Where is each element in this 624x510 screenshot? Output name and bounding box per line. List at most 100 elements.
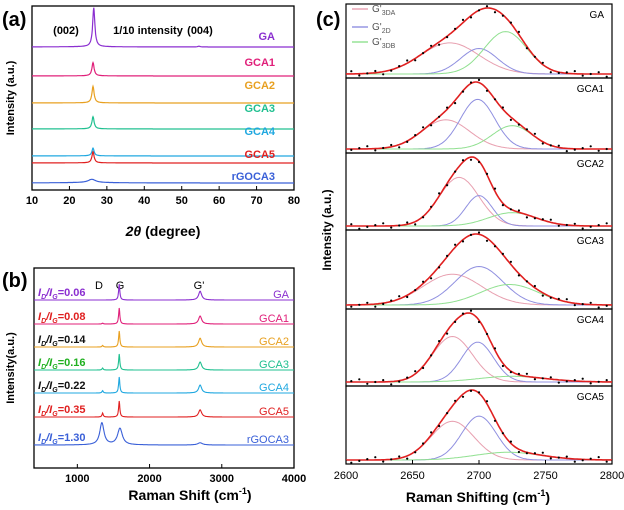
c-component-0: [346, 176, 612, 227]
a-curve-GCA2: [32, 84, 294, 104]
c-data-point: [493, 347, 497, 350]
c-subpanel-label: GCA1: [577, 84, 605, 95]
c-component-1: [346, 341, 612, 383]
c-component-1: [346, 98, 612, 150]
c-data-point: [398, 380, 401, 383]
c-data-point: [533, 55, 537, 58]
c-data-point: [461, 18, 465, 21]
c-data-point: [541, 294, 544, 297]
c-data-point: [477, 9, 481, 12]
c-data-point: [454, 27, 457, 30]
c-data-point: [382, 460, 385, 463]
c-data-point: [358, 303, 361, 306]
c-data-point: [390, 143, 393, 147]
c-subpanel-frame: [345, 77, 613, 154]
c-data-point: [461, 90, 465, 93]
c-data-point: [406, 59, 409, 62]
c-data-point: [525, 216, 529, 219]
c-data-point: [438, 43, 441, 46]
c-data-point: [422, 126, 425, 129]
c-data-point: [469, 233, 473, 236]
c-data-point: [517, 30, 521, 33]
c-data-point: [485, 5, 489, 8]
b-curve-rGOCA3: [33, 421, 294, 446]
b-id-ig-ratio: ID/IG=0.16: [38, 357, 86, 371]
c-data-point: [469, 389, 473, 392]
panel-a-xlabel-unit: (degree): [141, 223, 200, 239]
panel-b-xlabel: Raman Shift (cm-1): [128, 486, 251, 503]
c-data-point: [525, 128, 529, 131]
a-sample-label: GCA3: [244, 103, 275, 115]
c-legend-label: G'2D: [372, 22, 391, 35]
a-sample-label: GCA2: [244, 80, 275, 92]
c-data-point: [509, 208, 512, 211]
a-curve-GCA5: [32, 150, 294, 164]
c-data-point: [581, 303, 584, 306]
c-data-point: [398, 455, 401, 458]
panel-c-xlabel: Raman Shifting (cm-1): [406, 488, 550, 505]
c-data-point: [350, 461, 353, 464]
c-data-point: [374, 380, 377, 384]
c-data-point: [525, 47, 529, 50]
b-xtick-label: 4000: [282, 473, 306, 485]
c-data-point: [517, 450, 521, 454]
c-data-point: [541, 61, 544, 64]
panel-c-legend: G'3DA G'2D G'3DB: [352, 4, 396, 50]
c-data-point: [565, 223, 568, 227]
c-data-point: [597, 456, 600, 459]
c-data-point: [358, 74, 361, 77]
c-subpanel-label: GCA4: [577, 315, 605, 326]
c-data-point: [350, 70, 353, 73]
c-data-point: [573, 70, 576, 73]
c-data-point: [374, 149, 377, 152]
panel-b-ylabel: Intensity(a.u.): [5, 332, 17, 404]
c-data-point: [509, 440, 512, 443]
a-curve-GCA3: [32, 115, 294, 130]
c-data-point: [366, 225, 369, 228]
c-data-point: [557, 381, 560, 384]
a-xtick-label: 50: [176, 195, 188, 207]
c-data-point: [485, 400, 489, 403]
c-data-point: [446, 412, 449, 415]
c-data-point: [581, 227, 584, 230]
c-subpanel-label: GCA3: [577, 236, 605, 247]
c-data-point: [446, 254, 449, 257]
annotation-002: (002): [53, 25, 79, 37]
c-data-point: [366, 145, 369, 148]
c-data-point: [493, 187, 497, 190]
a-xtick-label: 70: [250, 195, 262, 207]
c-data-point: [549, 296, 552, 299]
c-data-point: [477, 231, 481, 234]
b-id-ig-ratio: ID/IG=0.08: [38, 311, 86, 325]
c-data-point: [557, 456, 560, 459]
c-subpanel-frame: [345, 152, 613, 231]
panel-c-frames: GA GCA1 GCA2 GCA3 GCA4 GCA5: [345, 3, 613, 465]
c-legend-label: G'3DB: [372, 37, 396, 50]
b-xtick-label: 3000: [210, 473, 234, 485]
c-data-point: [565, 455, 568, 458]
a-curve-GCA1: [32, 60, 294, 77]
panel-a-xlabel-theta: 2θ: [125, 223, 142, 239]
c-component-2: [346, 31, 612, 75]
c-data-point: [414, 59, 417, 62]
c-data-point: [406, 221, 409, 224]
c-data-point: [438, 115, 441, 118]
c-data-point: [358, 459, 361, 462]
c-data-point: [597, 71, 600, 74]
b-id-ig-ratio: ID/IG=0.22: [38, 380, 86, 394]
c-data-point: [366, 301, 369, 304]
c-data-point: [350, 223, 353, 226]
b-curve-GA: [34, 283, 294, 301]
c-data-point: [366, 72, 369, 75]
b-sample-label: GCA5: [259, 406, 289, 418]
c-data-point: [525, 372, 529, 375]
c-data-point: [581, 377, 584, 380]
c-data-point: [398, 146, 401, 149]
c-data-point: [422, 366, 425, 370]
c-xtick-label: 2750: [533, 470, 557, 482]
c-data-point: [557, 144, 560, 147]
b-sample-label: GCA2: [259, 336, 289, 348]
c-data-point: [398, 295, 401, 298]
c-data-point: [605, 379, 608, 382]
c-data-point: [485, 332, 489, 336]
